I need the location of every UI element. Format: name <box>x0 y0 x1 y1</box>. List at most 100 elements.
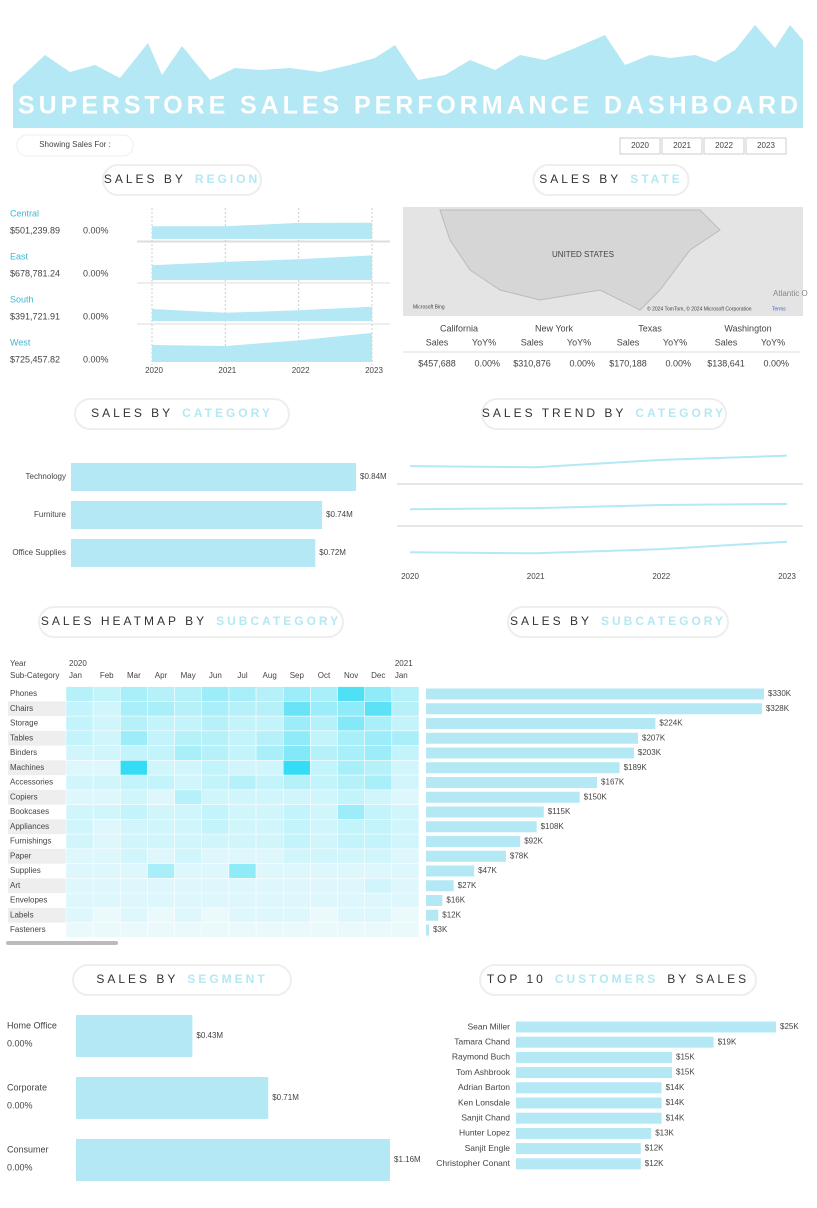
row-label: Appliances <box>10 822 49 831</box>
panel-title-pill <box>72 964 292 996</box>
heat-cell <box>364 863 393 879</box>
column-header: YoY% <box>567 337 591 347</box>
row-label: Tables <box>10 733 33 742</box>
month-label: Feb <box>100 671 114 680</box>
category-label: Office Supplies <box>12 548 66 557</box>
year-button[interactable] <box>619 137 661 155</box>
segment-yoy: 0.00% <box>7 1038 33 1048</box>
heat-cell <box>147 774 175 791</box>
map-land <box>439 209 721 311</box>
heat-cell <box>391 789 420 805</box>
bar <box>426 791 580 803</box>
heat-cell <box>92 804 121 820</box>
row-label: Art <box>10 881 21 890</box>
heat-cell <box>201 730 230 746</box>
heat-cell <box>228 848 257 864</box>
month-label: Sep <box>290 671 305 680</box>
state-yoy: 0.00% <box>763 358 789 368</box>
heat-cell <box>228 833 257 850</box>
panel-title: SALES HEATMAP BY SUBCATEGORY <box>41 614 341 628</box>
heat-cell <box>228 701 257 717</box>
heat-cell <box>174 819 203 835</box>
segment-name: Consumer <box>7 1144 49 1154</box>
heat-cell <box>65 686 94 702</box>
heat-cell <box>310 745 338 761</box>
heat-cell <box>147 848 175 864</box>
region-name: South <box>10 294 34 304</box>
panel-title-pill <box>481 398 727 430</box>
category-label: Tom Ashbrook <box>456 1067 511 1077</box>
heat-cell <box>364 730 393 746</box>
heat-cell <box>310 863 338 879</box>
heat-cell <box>92 878 121 894</box>
heat-cell <box>228 745 257 761</box>
heat-cell <box>310 907 338 923</box>
heat-cell <box>364 833 393 850</box>
segment-name: Corporate <box>7 1082 47 1092</box>
heat-cell <box>282 907 311 923</box>
heat-cell <box>282 819 311 835</box>
panel-title: SALES TREND BY CATEGORY <box>482 406 726 420</box>
bar <box>426 806 544 818</box>
heat-cell <box>337 848 365 864</box>
heat-cell <box>120 701 148 717</box>
heat-cell <box>310 686 338 702</box>
heat-cell <box>310 878 338 894</box>
category-label: Furniture <box>34 510 67 519</box>
heat-cell <box>65 715 94 732</box>
bar <box>516 1112 662 1124</box>
heat-cell <box>282 745 311 761</box>
heat-cell <box>310 848 338 864</box>
heat-cell <box>65 760 94 776</box>
heat-cell <box>255 715 284 732</box>
year-button-label[interactable]: 2021 <box>673 141 691 150</box>
heat-cell <box>337 760 365 776</box>
heat-cell <box>92 760 121 776</box>
bar-value-label: $203K <box>638 748 662 757</box>
heat-cell <box>282 833 311 850</box>
heat-cell <box>364 760 393 776</box>
heat-cell <box>65 922 94 938</box>
heat-cell <box>201 715 230 732</box>
bar <box>426 747 634 759</box>
panel-title-part: BY SALES <box>667 972 749 986</box>
filter-label: Showing Sales For : <box>39 140 111 149</box>
heat-cell <box>282 686 311 702</box>
year-button-label[interactable]: 2020 <box>631 141 649 150</box>
heat-cell <box>391 745 420 761</box>
bar-value-label: $19K <box>718 1037 737 1046</box>
heat-cell <box>120 819 148 835</box>
panel-title: SALES BY SUBCATEGORY <box>510 614 726 628</box>
heat-cell <box>174 745 203 761</box>
heat-cell <box>147 922 175 938</box>
row-band <box>8 701 66 717</box>
bar-value-label: $0.71M <box>272 1093 299 1102</box>
trend-line <box>409 502 788 511</box>
category-label: Christopher Conant <box>436 1158 510 1168</box>
heat-cell <box>120 745 148 761</box>
heat-cell <box>65 863 94 879</box>
heat-cell <box>201 833 230 850</box>
heat-cell <box>147 789 175 805</box>
panel-title-pill <box>479 964 757 996</box>
year-button-label[interactable]: 2023 <box>757 141 775 150</box>
state-sales: $138,641 <box>707 358 745 368</box>
heat-cell <box>201 760 230 776</box>
heat-cell <box>391 774 420 791</box>
panel-title-part: SALES BY <box>96 972 178 986</box>
heat-cell <box>391 833 420 850</box>
heat-cell <box>147 833 175 850</box>
x-tick-label: 2020 <box>401 572 419 581</box>
bar-value-label: $14K <box>666 1113 685 1122</box>
heat-cell <box>120 892 148 909</box>
bar-value-label: $224K <box>659 719 683 728</box>
map-terms[interactable]: Terms <box>772 306 786 312</box>
heat-cell <box>391 760 420 776</box>
year-button[interactable] <box>745 137 787 155</box>
year-button[interactable] <box>703 137 745 155</box>
year-button-label[interactable]: 2022 <box>715 141 733 150</box>
heat-cell <box>282 922 311 938</box>
heat-cell <box>310 819 338 835</box>
year-button[interactable] <box>661 137 703 155</box>
bar <box>426 836 521 847</box>
